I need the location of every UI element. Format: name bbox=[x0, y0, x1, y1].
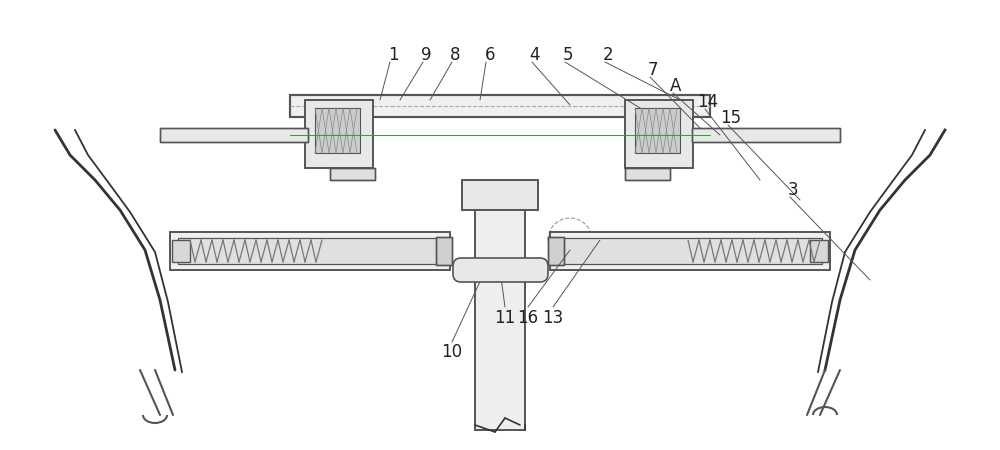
Bar bbox=[462, 180, 538, 210]
Bar bbox=[315, 108, 360, 153]
Text: 8: 8 bbox=[450, 46, 460, 64]
Bar bbox=[178, 238, 442, 264]
Text: 13: 13 bbox=[542, 309, 564, 327]
Bar bbox=[550, 232, 830, 270]
Bar bbox=[160, 128, 308, 142]
Text: 9: 9 bbox=[421, 46, 431, 64]
Bar bbox=[170, 232, 450, 270]
Bar bbox=[635, 108, 680, 153]
Bar bbox=[625, 168, 670, 180]
Bar bbox=[172, 240, 190, 262]
FancyBboxPatch shape bbox=[453, 258, 548, 282]
Text: 2: 2 bbox=[603, 46, 613, 64]
Bar bbox=[178, 238, 442, 264]
Bar bbox=[548, 237, 564, 265]
Text: 7: 7 bbox=[648, 61, 658, 79]
Bar bbox=[625, 100, 693, 168]
Text: 1: 1 bbox=[388, 46, 398, 64]
Bar bbox=[436, 237, 452, 265]
Bar bbox=[290, 95, 710, 117]
Text: 3: 3 bbox=[788, 181, 798, 199]
Bar bbox=[330, 168, 375, 180]
Bar bbox=[550, 232, 830, 270]
Bar bbox=[475, 210, 525, 430]
Bar bbox=[305, 100, 373, 168]
Bar bbox=[692, 128, 840, 142]
Text: 11: 11 bbox=[494, 309, 516, 327]
Bar bbox=[625, 100, 693, 168]
Bar bbox=[330, 168, 375, 180]
Bar bbox=[160, 128, 308, 142]
Text: 14: 14 bbox=[697, 93, 719, 111]
Bar bbox=[475, 210, 525, 430]
Bar bbox=[558, 238, 822, 264]
Text: 15: 15 bbox=[720, 109, 742, 127]
Bar bbox=[692, 128, 840, 142]
Text: 5: 5 bbox=[563, 46, 573, 64]
Text: A: A bbox=[670, 77, 682, 95]
Text: 4: 4 bbox=[530, 46, 540, 64]
Bar bbox=[548, 237, 564, 265]
Text: 16: 16 bbox=[517, 309, 539, 327]
Bar bbox=[462, 180, 538, 210]
Bar bbox=[290, 95, 710, 117]
Bar bbox=[305, 100, 373, 168]
Text: 6: 6 bbox=[485, 46, 495, 64]
Bar bbox=[625, 168, 670, 180]
Text: 10: 10 bbox=[441, 343, 463, 361]
Bar bbox=[436, 237, 452, 265]
Bar bbox=[170, 232, 450, 270]
Bar bbox=[558, 238, 822, 264]
Bar bbox=[810, 240, 828, 262]
